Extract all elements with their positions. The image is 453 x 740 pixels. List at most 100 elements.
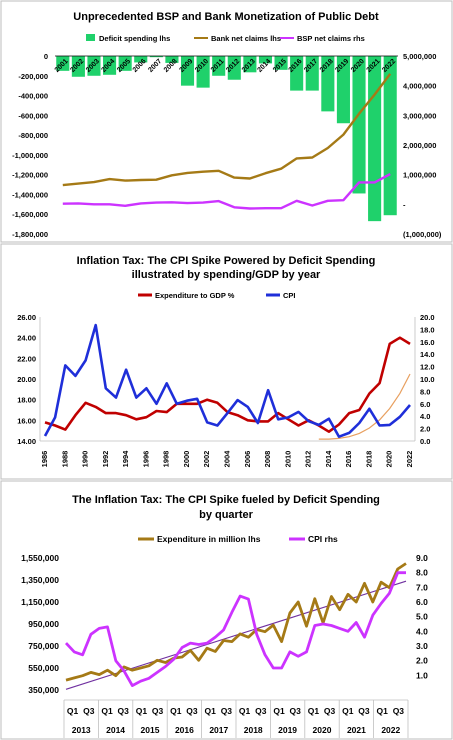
y-left-tick-label: -200,000 [18,72,48,81]
y-left-tick-label: -1,800,000 [12,230,48,239]
y-left-tick-label: 1,350,000 [21,575,59,585]
cpi-trend-line [318,373,411,440]
bsp-net-claims-line [62,173,391,210]
y-right-tick-label: 10.0 [420,375,435,384]
y-left-tick-label: -600,000 [18,111,48,120]
quarter-tick-label: Q3 [152,706,164,716]
y-right-tick-label: 16.0 [420,338,435,347]
x-tick-label: 1988 [60,451,69,468]
deficit-bar [305,56,319,91]
chart-monetization: Unprecedented BSP and Bank Monetization … [0,0,453,243]
chart-title: The Inflation Tax: The CPI Spike fueled … [72,494,380,506]
x-tick-label: 2016 [344,451,353,468]
year-tick-label: 2015 [141,725,160,735]
x-tick-label: 2000 [182,451,191,468]
deficit-bar [258,56,273,64]
year-tick-label: 2021 [347,725,366,735]
x-tick-label: 2018 [364,451,373,468]
quarter-tick-label: Q3 [186,706,198,716]
year-tick-label: 2019 [278,725,297,735]
legend-label: CPI rhs [308,534,338,544]
y-right-tick-label: 4.0 [420,412,430,421]
y-left-tick-label: 350,000 [28,685,59,695]
deficit-bar [149,56,163,58]
chart-title: Unprecedented BSP and Bank Monetization … [73,11,379,23]
y-right-tick-label: 2.0 [420,425,430,434]
x-tick-label: 2002 [202,451,211,468]
year-tick-label: 2014 [106,725,125,735]
x-tick-label: 2006 [243,451,252,468]
y-right-tick-label: 12.0 [420,363,435,372]
x-tick-label: 1992 [101,451,110,468]
y-right-tick-label: 3,000,000 [403,111,436,120]
year-tick-label: 2013 [72,725,91,735]
legend-swatch [86,34,95,41]
y-right-tick-label: 6.0 [420,400,430,409]
x-tick-label: 1990 [81,451,90,468]
y-left-tick-label: 26.00 [17,313,36,322]
deficit-bar [227,56,241,80]
quarter-tick-label: Q1 [101,706,113,716]
y-left-tick-label: -1,600,000 [12,210,48,219]
legend-label: CPI [283,291,296,300]
cpi-line [43,323,411,438]
quarter-tick-label: Q1 [273,706,285,716]
deficit-bar [196,56,210,88]
x-tick-label: 2004 [222,450,231,468]
y-right-tick-label: 20.0 [420,313,435,322]
y-right-tick-label: 18.0 [420,325,435,334]
y-left-tick-label: -1,200,000 [12,171,48,180]
x-tick-label: 2014 [324,450,333,468]
deficit-bar [165,56,179,63]
deficit-bar [134,56,148,63]
y-right-tick-label: 2,000,000 [403,141,436,150]
legend-label: Expenditure to GDP % [155,291,235,300]
y-left-tick-label: 24.00 [17,334,36,343]
y-left-tick-label: 550,000 [28,663,59,673]
chart-title: Inflation Tax: The CPI Spike Powered by … [77,255,376,267]
y-right-tick-label: 9.0 [416,553,428,563]
y-left-tick-label: 14.00 [17,437,36,446]
y-left-tick-label: 16.00 [17,416,36,425]
y-left-tick-label: 1,150,000 [21,597,59,607]
deficit-bar [290,56,304,91]
year-tick-label: 2017 [209,725,228,735]
deficit-bar [103,56,117,75]
y-right-tick-label: - [403,200,406,209]
quarter-tick-label: Q1 [205,706,217,716]
y-right-tick-label: 5.0 [416,612,428,622]
chart-frame [0,0,453,243]
deficit-bar [336,56,350,124]
y-left-tick-label: -1,000,000 [12,151,48,160]
y-right-tick-label: 1.0 [416,670,428,680]
y-right-tick-label: 4.0 [416,626,428,636]
year-tick-label: 2016 [175,725,194,735]
quarter-tick-label: Q1 [342,706,354,716]
quarter-tick-label: Q1 [308,706,320,716]
x-tick-label: 1986 [40,451,49,468]
y-right-tick-label: 5,000,000 [403,52,436,61]
quarter-tick-label: Q3 [117,706,129,716]
x-tick-label: 2020 [385,451,394,468]
quarter-tick-label: Q1 [136,706,148,716]
quarter-tick-label: Q1 [67,706,79,716]
y-left-tick-label: 0 [44,52,48,61]
quarter-tick-label: Q3 [393,706,405,716]
deficit-bar [180,56,195,86]
y-right-tick-label: 1,000,000 [403,171,436,180]
y-left-tick-label: -1,400,000 [12,190,48,199]
legend-label: BSP net claims rhs [297,34,365,43]
y-right-tick-label: 0.0 [420,437,430,446]
x-tick-label: 2010 [283,451,292,468]
y-left-tick-label: 950,000 [28,619,59,629]
y-right-tick-label: (1,000,000) [403,230,442,239]
y-right-tick-label: 4,000,000 [403,82,436,91]
deficit-bar [368,56,382,222]
deficit-bar [212,56,226,76]
y-right-tick-label: 8.0 [416,568,428,578]
y-left-tick-label: 18.00 [17,396,36,405]
legend-label: Deficit spending lhs [99,34,170,43]
x-tick-label: 1996 [141,451,150,468]
deficit-bar [243,56,257,73]
cpi-line [64,571,406,688]
